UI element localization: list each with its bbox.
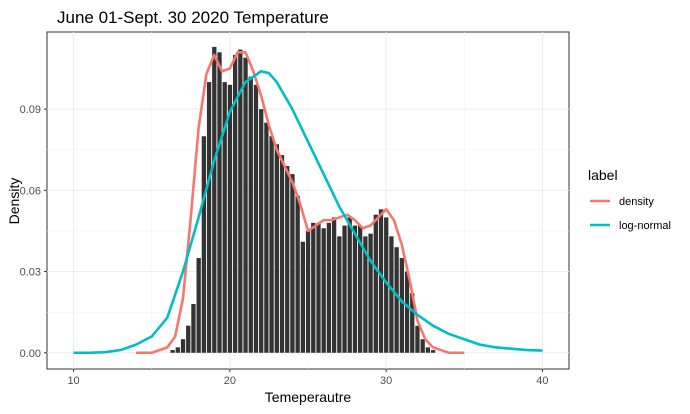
histogram-bar bbox=[206, 82, 212, 353]
legend-label-log-normal: log-normal bbox=[619, 220, 671, 232]
histogram-bar bbox=[186, 325, 191, 353]
histogram-bar bbox=[394, 247, 399, 353]
y-tick-label: 0.03 bbox=[20, 267, 41, 279]
histogram-bar bbox=[212, 46, 217, 353]
histogram-bar bbox=[269, 136, 274, 353]
histogram-bar bbox=[295, 195, 300, 353]
histogram-bar bbox=[253, 84, 259, 353]
histogram-bar bbox=[358, 225, 363, 353]
histogram-bar bbox=[170, 350, 175, 353]
histogram-bar bbox=[347, 217, 352, 353]
legend: label density log-normal bbox=[588, 167, 671, 236]
histogram-bar bbox=[399, 258, 404, 353]
histogram-bar bbox=[222, 82, 227, 353]
histogram-bar bbox=[378, 209, 384, 353]
x-tick-label: 10 bbox=[67, 375, 79, 387]
histogram-bar bbox=[259, 109, 264, 353]
histogram-bar bbox=[300, 241, 306, 353]
histogram-bar bbox=[384, 217, 389, 353]
histogram-bar bbox=[311, 222, 316, 353]
series-line-density bbox=[136, 51, 465, 355]
histogram-bar bbox=[243, 57, 248, 353]
histogram-bar bbox=[290, 174, 295, 353]
histogram-bar bbox=[363, 236, 368, 353]
chart-title: June 01-Sept. 30 2020 Temperature bbox=[57, 8, 329, 27]
y-tick-label: 0.09 bbox=[20, 104, 41, 116]
histogram-bar bbox=[321, 228, 326, 353]
histogram-bar bbox=[342, 225, 347, 353]
histogram-bar bbox=[227, 84, 233, 353]
curve-series bbox=[73, 51, 543, 355]
histogram-bar bbox=[373, 214, 378, 353]
histogram-bar bbox=[305, 230, 311, 353]
histogram-bar bbox=[389, 236, 394, 353]
histogram-bar bbox=[331, 217, 337, 353]
y-tick-label: 0.00 bbox=[20, 348, 41, 360]
y-axis-title: Density bbox=[6, 178, 22, 225]
histogram-bar bbox=[264, 122, 269, 353]
histogram-bar bbox=[191, 304, 196, 353]
histogram-bar bbox=[279, 155, 285, 353]
series-line-log-normal bbox=[73, 69, 543, 355]
histogram-bar bbox=[274, 144, 279, 353]
histogram-bar bbox=[232, 55, 238, 353]
histogram-bar bbox=[368, 233, 373, 353]
histogram-bar bbox=[238, 49, 243, 353]
histogram-bar bbox=[415, 325, 420, 353]
y-tick-label: 0.06 bbox=[20, 185, 41, 197]
axis-ticks: 10 20 30 40 0.00 0.03 0.06 0.09 bbox=[20, 104, 549, 387]
histogram-bar bbox=[217, 52, 222, 353]
histogram-bar bbox=[326, 222, 332, 353]
x-tick-label: 30 bbox=[380, 375, 392, 387]
histogram-bars bbox=[170, 46, 436, 353]
histogram-bar bbox=[175, 347, 180, 353]
histogram-bar bbox=[420, 339, 425, 353]
histogram-bar bbox=[316, 222, 321, 353]
histogram-bar bbox=[404, 271, 410, 353]
legend-title: label bbox=[588, 167, 618, 183]
x-axis-title: Temeperautre bbox=[265, 389, 352, 405]
histogram-bar bbox=[430, 350, 436, 353]
histogram-bar bbox=[352, 225, 358, 353]
histogram-bar bbox=[410, 293, 415, 353]
histogram-bar bbox=[180, 339, 186, 353]
histogram-bar bbox=[196, 258, 201, 353]
legend-label-density: density bbox=[619, 196, 654, 208]
x-tick-label: 40 bbox=[536, 375, 548, 387]
x-tick-label: 20 bbox=[224, 375, 236, 387]
histogram-bar bbox=[201, 136, 207, 353]
histogram-bar bbox=[248, 76, 253, 353]
histogram-bar bbox=[285, 165, 290, 353]
histogram-bar bbox=[425, 347, 431, 353]
histogram-bar bbox=[337, 236, 342, 353]
